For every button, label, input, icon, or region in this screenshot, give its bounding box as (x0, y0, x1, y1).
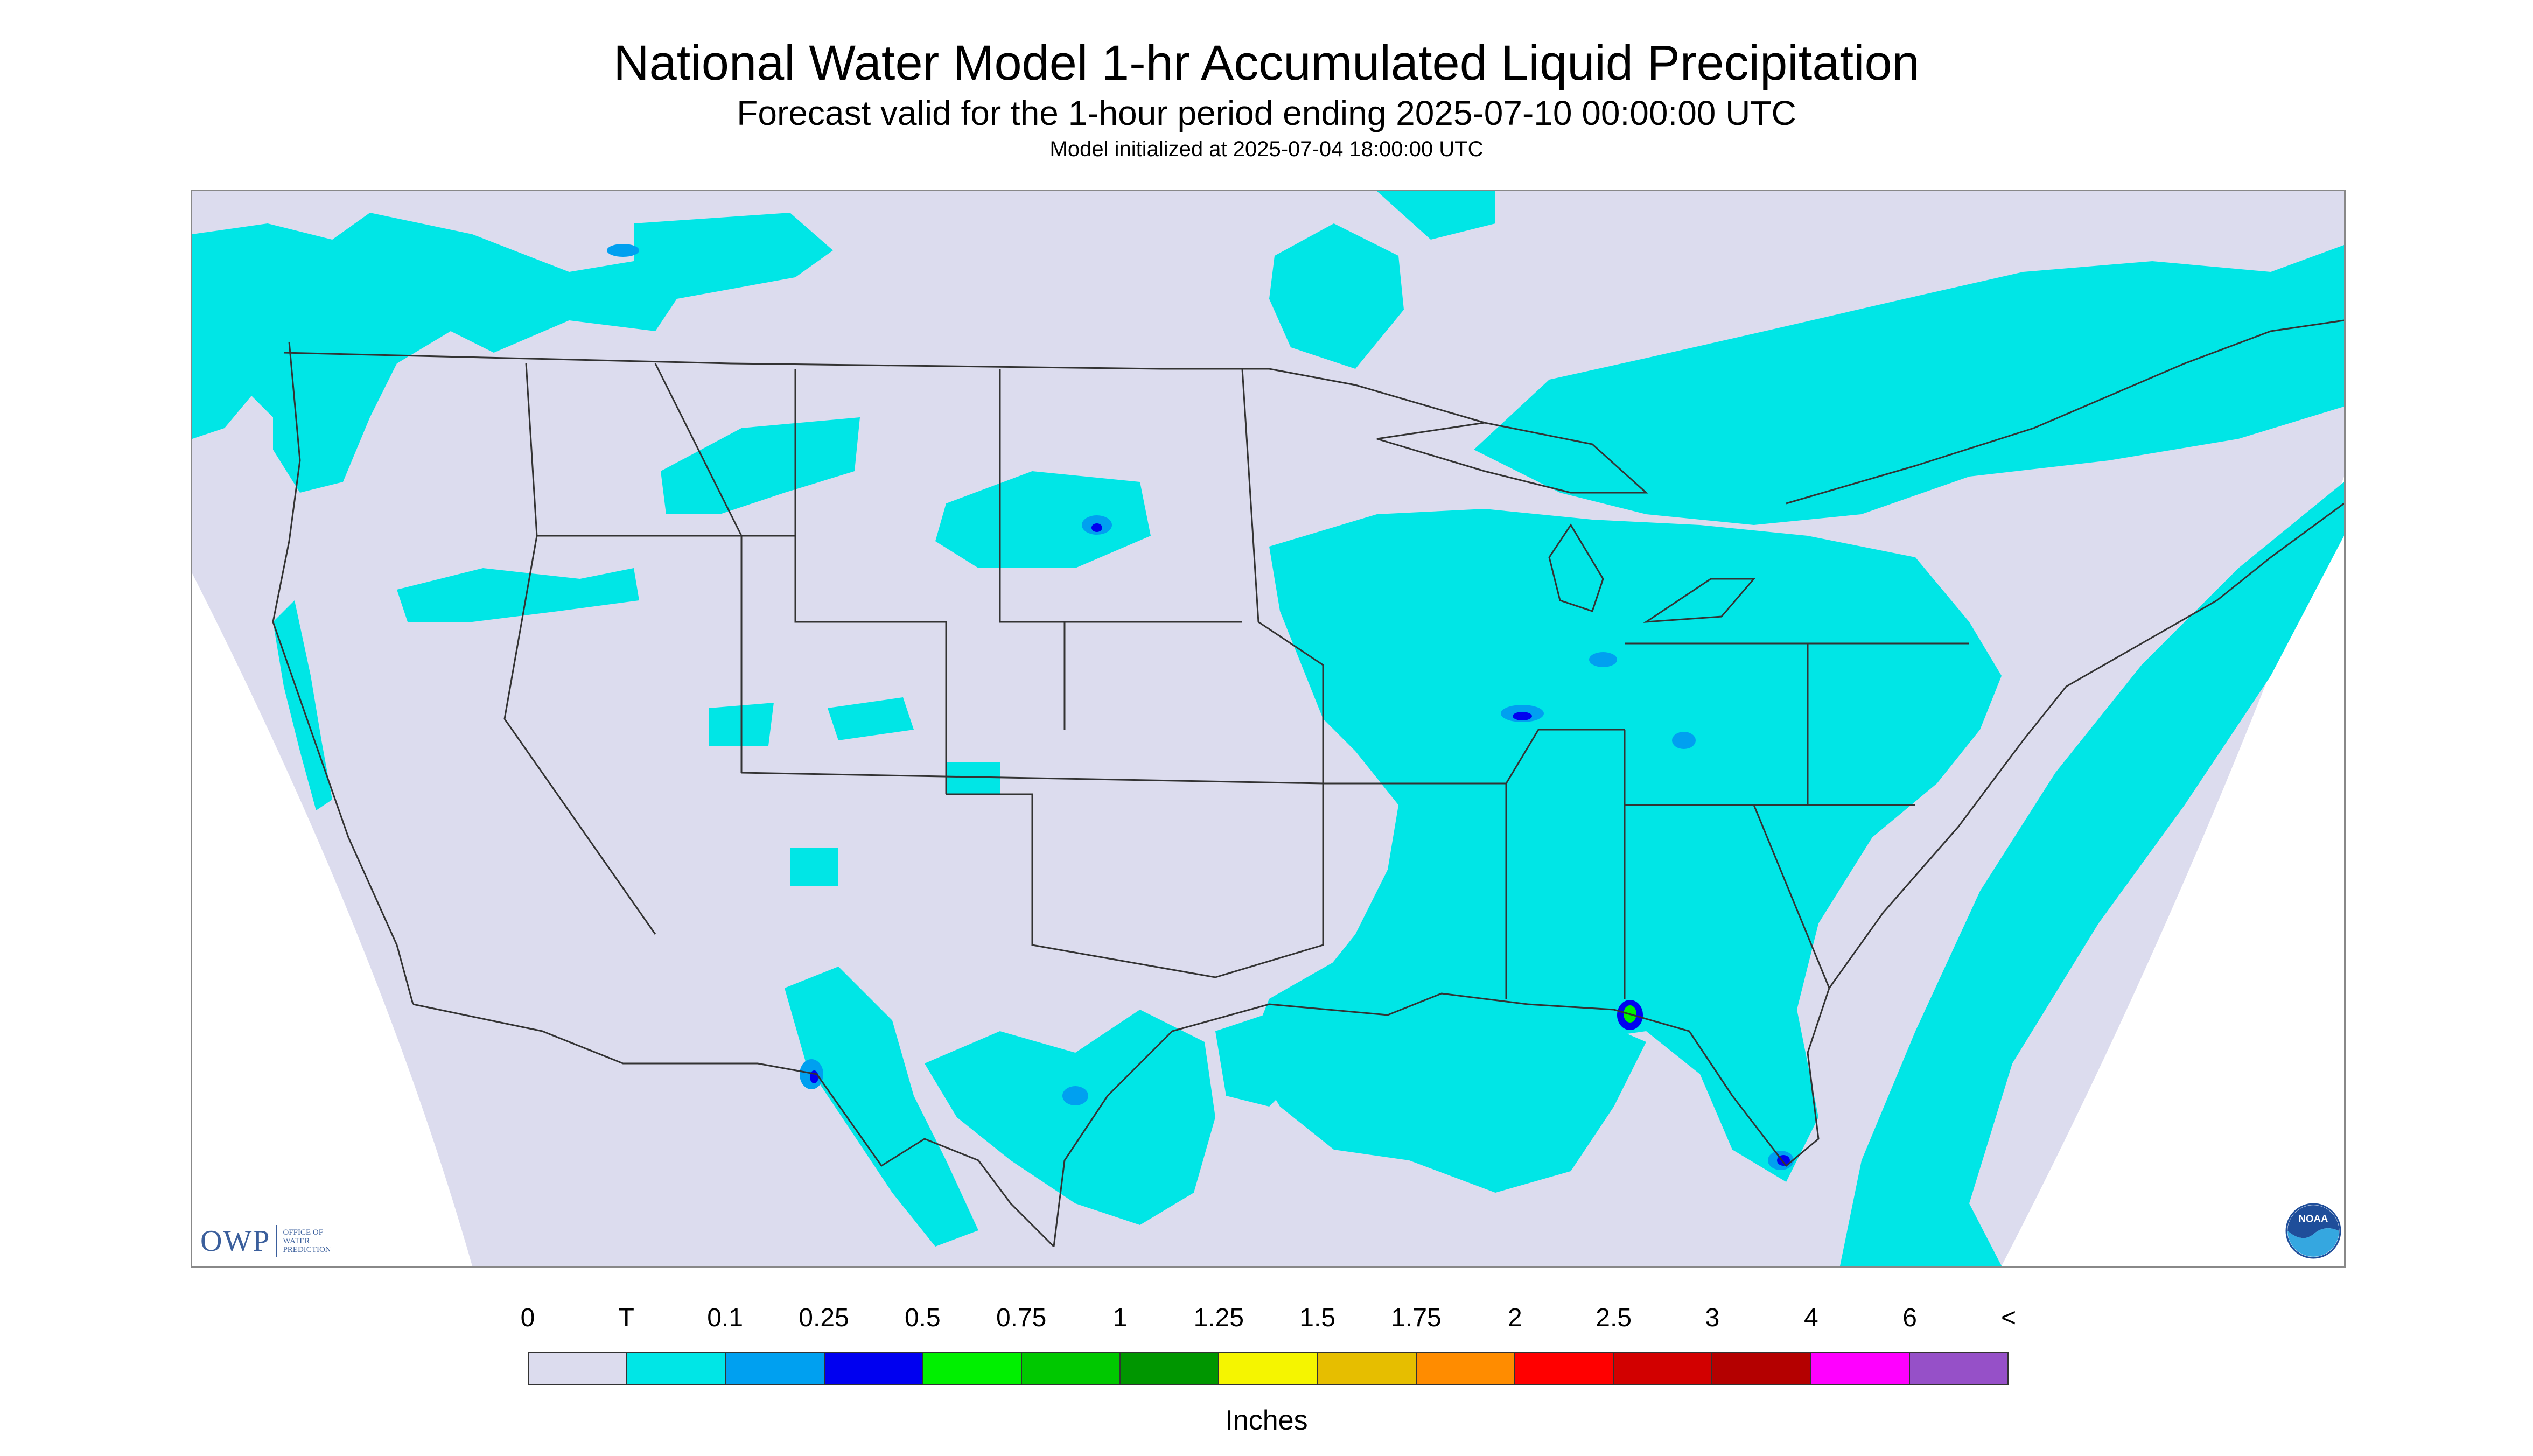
legend-tick-label: 1 (1112, 1304, 1128, 1332)
legend-swatch (922, 1352, 1023, 1385)
owp-logo-line: WATER (283, 1237, 310, 1245)
light-precipitation-spots (607, 244, 1794, 1170)
legend-tick-label: 4 (1803, 1304, 1818, 1332)
legend-swatch (1810, 1352, 1910, 1385)
legend-swatch (1514, 1352, 1614, 1385)
legend-tick-label: 0.25 (799, 1304, 849, 1332)
legend-swatch (823, 1352, 923, 1385)
legend-tick-label: 1.5 (1299, 1304, 1336, 1332)
legend-tick-label: < (2000, 1304, 2017, 1332)
legend-tick-label: 0.1 (707, 1304, 744, 1332)
legend-tick-label: 1.25 (1193, 1304, 1244, 1332)
legend-tick-label: 6 (1902, 1304, 1918, 1332)
legend-swatch (1908, 1352, 2009, 1385)
forecast-valid-subtitle: Forecast valid for the 1-hour period end… (737, 94, 1796, 132)
owp-logo-divider (276, 1225, 278, 1257)
owp-logo-text: OFFICE OF WATER PREDICTION (283, 1228, 331, 1254)
owp-logo-line: PREDICTION (283, 1245, 331, 1254)
legend-tick-label: 0.75 (996, 1304, 1047, 1332)
legend-tick-label: 2.5 (1596, 1304, 1632, 1332)
legend-swatch (1021, 1352, 1121, 1385)
owp-logo-line: OFFICE OF (283, 1228, 324, 1237)
legend-swatch (626, 1352, 726, 1385)
legend-tick-label: 0.5 (904, 1304, 941, 1332)
owp-logo-letters: OWP (200, 1224, 271, 1258)
legend-swatch (1317, 1352, 1417, 1385)
noaa-logo-text: NOAA (2298, 1213, 2328, 1224)
owp-logo: OWP OFFICE OF WATER PREDICTION (200, 1222, 331, 1260)
legend-swatch (725, 1352, 825, 1385)
legend-swatch (1119, 1352, 1220, 1385)
legend-tick-label: 3 (1705, 1304, 1720, 1332)
state-and-country-borders (272, 319, 2344, 1248)
trace-precipitation-areas (192, 191, 2344, 1266)
legend-swatch (528, 1352, 628, 1385)
legend-swatch (1613, 1352, 1713, 1385)
legend-tick-label: 1.75 (1391, 1304, 1442, 1332)
legend-swatch (1711, 1352, 1811, 1385)
model-init-note: Model initialized at 2025-07-04 18:00:00… (1049, 137, 1484, 161)
legend-swatch (1218, 1352, 1318, 1385)
legend-swatch (1415, 1352, 1516, 1385)
noaa-logo: NOAA (2285, 1203, 2341, 1259)
legend-tick-label: T (618, 1304, 634, 1332)
map-canvas (192, 191, 2344, 1266)
legend-tick-label: 2 (1507, 1304, 1522, 1332)
legend-units: Inches (1225, 1405, 1308, 1436)
precipitation-map (191, 190, 2346, 1268)
precipitation-legend (528, 1352, 2009, 1387)
legend-tick-label: 0 (520, 1304, 535, 1332)
map-title: National Water Model 1-hr Accumulated Li… (613, 36, 1920, 90)
